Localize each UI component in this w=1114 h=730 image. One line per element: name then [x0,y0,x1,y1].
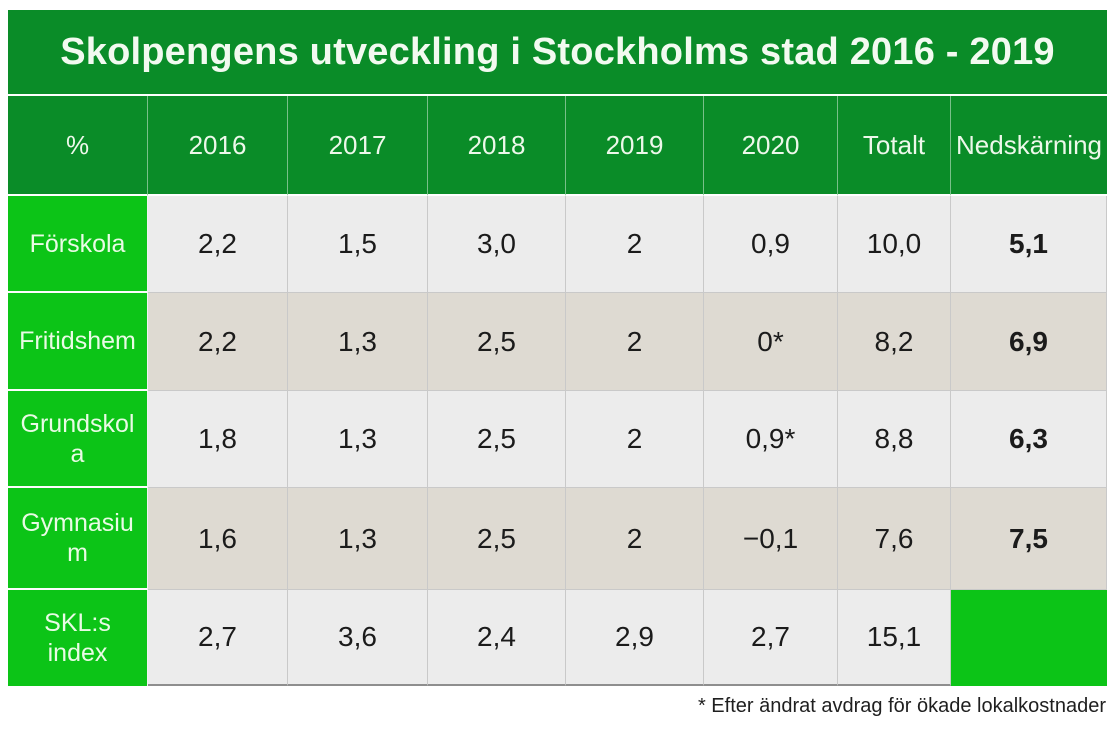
table-cell: 2 [566,293,704,391]
row-label-forskola: Förskola [8,196,148,293]
table-cell: 1,6 [148,488,288,590]
table-cell: 1,3 [288,488,428,590]
table-cell: 2,7 [148,590,288,686]
table-title: Skolpengens utveckling i Stockholms stad… [8,10,1107,94]
table-cell: 8,8 [838,391,951,488]
column-header-nedskarning: Nedskärning [951,96,1107,196]
table-cell: 2,5 [428,293,566,391]
table-cell: 7,6 [838,488,951,590]
table-cell: 10,0 [838,196,951,293]
table-cell: 1,3 [288,293,428,391]
row-label-gymnasium: Gymnasium [8,488,148,590]
table-cell: 2,4 [428,590,566,686]
row-label-skls-index: SKL:s index [8,590,148,686]
table-cell: 2 [566,391,704,488]
table-grid: % 2016 2017 2018 2019 2020 Totalt Nedskä… [8,96,1107,686]
row-label-grundskola: Grundskola [8,391,148,488]
table-cell: −0,1 [704,488,838,590]
table-cell: 2,2 [148,293,288,391]
table-cell: 2,7 [704,590,838,686]
table-cell: 2 [566,488,704,590]
column-header-2019: 2019 [566,96,704,196]
table-cell: 1,3 [288,391,428,488]
table-cell: 1,8 [148,391,288,488]
table-cell: 2,9 [566,590,704,686]
table-cell: 1,5 [288,196,428,293]
footnote: * Efter ändrat avdrag för ökade lokalkos… [697,695,1106,717]
column-header-2017: 2017 [288,96,428,196]
table-cell: 2 [566,196,704,293]
table-cell: 15,1 [838,590,951,686]
column-header-2016: 2016 [148,96,288,196]
table-cell-nedskarning: 6,3 [951,391,1107,488]
column-header-2020: 2020 [704,96,838,196]
table-cell-empty-green [951,590,1107,686]
table-cell: 3,6 [288,590,428,686]
table-cell: 0,9* [704,391,838,488]
table-cell: 8,2 [838,293,951,391]
column-header-2018: 2018 [428,96,566,196]
column-header-percent: % [8,96,148,196]
table-cell-nedskarning: 7,5 [951,488,1107,590]
row-label-fritidshem: Fritidshem [8,293,148,391]
table-cell: 2,2 [148,196,288,293]
table-cell-nedskarning: 6,9 [951,293,1107,391]
table-cell: 3,0 [428,196,566,293]
table-cell-nedskarning: 5,1 [951,196,1107,293]
table-cell: 2,5 [428,391,566,488]
table-cell: 0* [704,293,838,391]
table-cell: 0,9 [704,196,838,293]
column-header-totalt: Totalt [838,96,951,196]
table-cell: 2,5 [428,488,566,590]
skolpeng-table: Skolpengens utveckling i Stockholms stad… [8,10,1107,686]
